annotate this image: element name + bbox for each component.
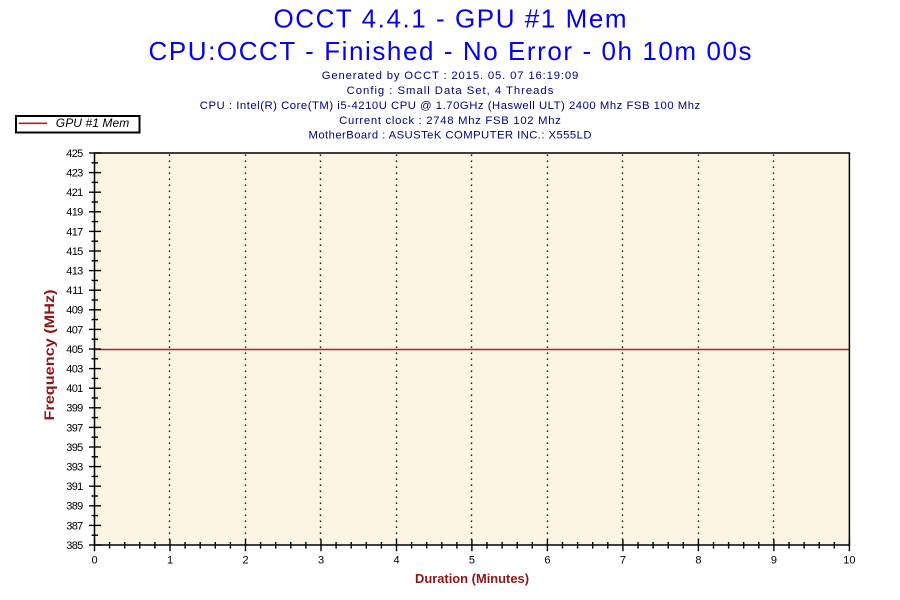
svg-text:Generated by OCCT : 2015. 05.: Generated by OCCT : 2015. 05. 07 16:19:0… [322,70,579,82]
svg-text:425: 425 [66,148,83,160]
svg-text:1: 1 [167,555,173,567]
svg-text:OCCT 4.4.1 - GPU #1 Mem: OCCT 4.4.1 - GPU #1 Mem [274,4,627,34]
svg-text:Current clock : 2748 Mhz FSB 1: Current clock : 2748 Mhz FSB 102 Mhz [339,115,561,127]
svg-text:391: 391 [66,481,83,493]
svg-text:8: 8 [695,555,701,567]
svg-text:6: 6 [544,555,550,567]
svg-text:7: 7 [620,555,626,567]
svg-text:0: 0 [91,555,97,567]
svg-text:9: 9 [771,555,777,567]
svg-text:409: 409 [66,305,83,317]
svg-text:411: 411 [66,285,83,297]
svg-text:403: 403 [66,364,83,376]
svg-text:CPU:OCCT - Finished - No Error: CPU:OCCT - Finished - No Error - 0h 10m … [149,36,752,66]
svg-text:385: 385 [66,540,83,552]
svg-text:415: 415 [66,246,83,258]
svg-text:Frequency (MHz): Frequency (MHz) [41,290,57,421]
svg-text:387: 387 [66,520,83,532]
svg-text:CPU : Intel(R) Core(TM) i5-421: CPU : Intel(R) Core(TM) i5-4210U CPU @ 1… [200,100,701,112]
svg-text:397: 397 [66,422,83,434]
svg-text:MotherBoard : ASUSTeK COMPUTER: MotherBoard : ASUSTeK COMPUTER INC.: X55… [309,130,592,142]
svg-text:GPU #1 Mem: GPU #1 Mem [56,116,129,130]
svg-text:413: 413 [66,266,83,278]
svg-text:399: 399 [66,403,83,415]
svg-text:393: 393 [66,462,83,474]
svg-text:423: 423 [66,168,83,180]
svg-text:417: 417 [66,226,83,238]
svg-text:407: 407 [66,324,83,336]
svg-text:Config : Small Data Set, 4 Thr: Config : Small Data Set, 4 Threads [347,85,554,97]
svg-text:3: 3 [318,555,324,567]
svg-text:4: 4 [393,555,399,567]
svg-text:421: 421 [66,187,83,199]
svg-text:Duration (Minutes): Duration (Minutes) [415,571,529,586]
svg-text:405: 405 [66,344,83,356]
svg-text:10: 10 [843,555,855,567]
svg-text:401: 401 [66,383,83,395]
svg-text:419: 419 [66,207,83,219]
svg-text:395: 395 [66,442,83,454]
svg-text:2: 2 [242,555,248,567]
svg-text:389: 389 [66,501,83,513]
svg-text:5: 5 [469,555,475,567]
